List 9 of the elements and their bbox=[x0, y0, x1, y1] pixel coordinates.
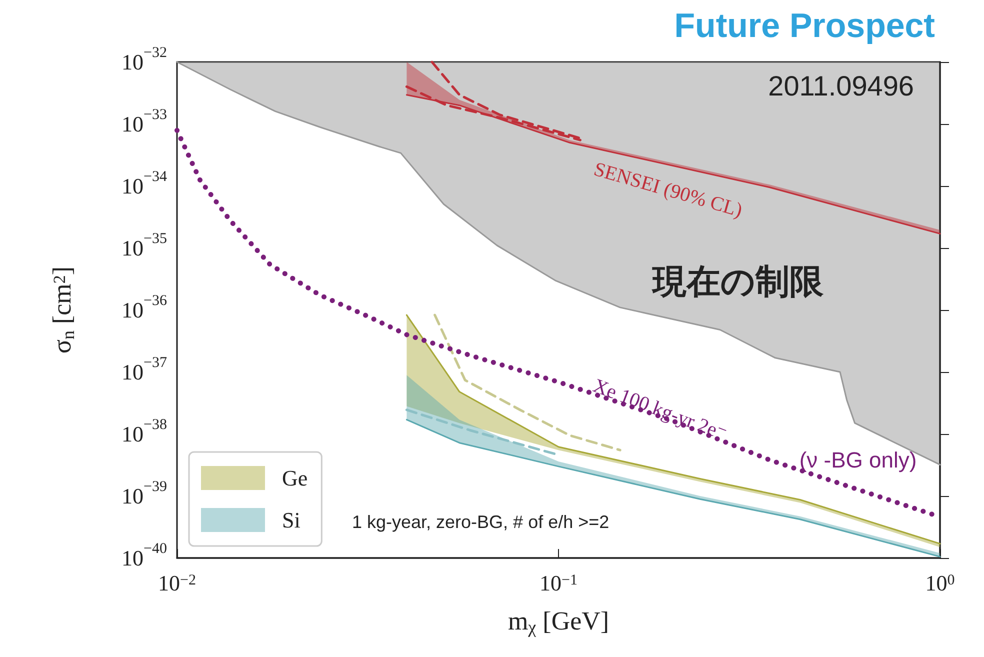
annotation: 1 kg-year, zero-BG, # of e/h >=2 bbox=[352, 512, 610, 532]
y-axis-title: σn [cm2] bbox=[48, 266, 78, 354]
chart-title: Future Prospect bbox=[674, 7, 936, 45]
legend-label: Si bbox=[282, 508, 300, 532]
annotation: (ν -BG only) bbox=[799, 448, 917, 472]
annotation: 2011.09496 bbox=[768, 70, 914, 102]
annotation: 現在の制限 bbox=[652, 263, 824, 301]
legend-label: Ge bbox=[282, 466, 308, 490]
annotation: SENSEI (90% CL) bbox=[591, 158, 745, 222]
